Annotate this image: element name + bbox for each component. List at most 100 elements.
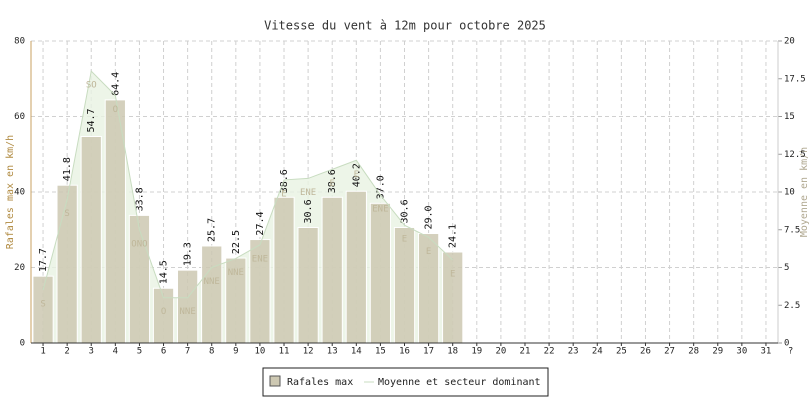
x-tick-label: 17	[423, 347, 434, 357]
value-label: 41.8	[62, 157, 73, 181]
x-tick-label: 30	[736, 347, 747, 357]
x-tick-label: 15	[375, 347, 386, 357]
value-label: 27.4	[255, 211, 266, 235]
sector-label: O	[113, 105, 118, 115]
value-label: 37.0	[375, 175, 386, 199]
x-tick-label: ?	[788, 347, 793, 357]
y2-tick-label: 12.5	[784, 150, 806, 160]
sector-label: S	[64, 209, 69, 219]
x-tick-label: 27	[664, 347, 675, 357]
chart-title: Vitesse du vent à 12m pour octobre 2025	[264, 19, 546, 33]
bar	[345, 190, 367, 344]
sector-label: E	[281, 189, 286, 199]
y2-axis-label: Moyenne en km/h	[799, 147, 810, 237]
sector-label: ONO	[131, 239, 147, 249]
x-tick-label: 21	[520, 347, 531, 357]
sector-label: E	[450, 269, 455, 279]
x-tick-label: 3	[89, 347, 94, 357]
x-tick-label: 9	[233, 347, 238, 357]
bar	[201, 245, 223, 344]
value-label: 30.6	[400, 199, 411, 223]
y-tick-label: 60	[14, 112, 25, 122]
legend-label: Rafales max	[287, 377, 353, 388]
y2-tick-label: 17.5	[784, 74, 806, 84]
x-tick-label: 12	[303, 347, 314, 357]
sector-label: E	[329, 179, 334, 189]
value-label: 33.8	[134, 187, 145, 211]
bar	[369, 202, 392, 344]
value-label: 38.6	[279, 169, 290, 193]
legend-swatch	[269, 375, 281, 387]
x-tick-label: 26	[640, 347, 651, 357]
x-tick-label: 1	[40, 347, 45, 357]
x-tick-label: 22	[544, 347, 555, 357]
legend-label: Moyenne et secteur dominant	[378, 377, 541, 388]
value-label: 19.3	[183, 242, 194, 266]
bar	[442, 251, 464, 344]
sector-label: NNE	[228, 268, 244, 278]
value-label: 14.5	[159, 260, 170, 284]
value-label: 64.4	[110, 72, 121, 96]
sector-label: ENE	[300, 188, 316, 198]
sector-label: NNE	[204, 277, 220, 287]
mean-line	[42, 70, 454, 299]
value-label: 40.2	[351, 163, 362, 187]
x-tick-label: 20	[495, 347, 506, 357]
value-label: 30.6	[303, 199, 314, 223]
y2-tick-label: 5	[784, 263, 789, 273]
sector-label: ENE	[252, 254, 268, 264]
bar	[128, 214, 151, 344]
x-tick-label: 5	[137, 347, 142, 357]
y-tick-label: 20	[14, 263, 25, 273]
y-tick-label: 40	[14, 188, 25, 198]
legend-box	[262, 367, 549, 397]
sector-label: E	[426, 247, 431, 257]
x-tick-label: 16	[399, 347, 410, 357]
x-tick-label: 2	[64, 347, 69, 357]
x-tick-label: 19	[471, 347, 482, 357]
value-label: 22.5	[231, 230, 242, 254]
y2-tick-label: 2.5	[784, 301, 800, 311]
x-tick-label: 6	[161, 347, 166, 357]
sector-label: SO	[86, 81, 97, 91]
value-label: 24.1	[448, 224, 459, 248]
y2-tick-label: 0	[784, 339, 789, 349]
area-fill	[43, 71, 453, 343]
value-label: 38.6	[327, 169, 338, 193]
bar	[80, 136, 102, 344]
y2-tick-label: 15	[784, 112, 795, 122]
x-tick-label: 11	[279, 347, 290, 357]
x-tick-label: 4	[113, 347, 118, 357]
x-tick-label: 14	[351, 347, 362, 357]
x-tick-label: 13	[327, 347, 338, 357]
value-label: 54.7	[86, 108, 97, 132]
x-tick-label: 8	[209, 347, 214, 357]
x-tick-label: 28	[688, 347, 699, 357]
value-label: 29.0	[424, 205, 435, 229]
y2-tick-label: 20	[784, 37, 795, 47]
sector-label: E	[354, 170, 359, 180]
x-tick-label: 29	[712, 347, 723, 357]
x-tick-label: 7	[185, 347, 190, 357]
y-tick-label: 0	[20, 339, 25, 349]
y-axis-label: Rafales max en km/h	[5, 135, 16, 249]
x-tick-label: 23	[568, 347, 579, 357]
bar	[273, 196, 295, 344]
value-label: 25.7	[207, 218, 218, 242]
value-label: 17.7	[38, 248, 49, 272]
y2-tick-label: 7.5	[784, 225, 800, 235]
x-tick-label: 25	[616, 347, 627, 357]
y2-tick-label: 10	[784, 188, 795, 198]
x-tick-label: 18	[447, 347, 458, 357]
y-tick-label: 80	[14, 37, 25, 47]
sector-label: ENE	[372, 205, 388, 215]
sector-label: NNE	[179, 307, 195, 317]
x-tick-label: 31	[761, 347, 772, 357]
sector-label: E	[402, 235, 407, 245]
x-tick-label: 10	[254, 347, 265, 357]
bar	[321, 196, 343, 344]
sector-label: S	[40, 300, 45, 310]
bar	[393, 226, 416, 344]
sector-label: O	[161, 307, 166, 317]
